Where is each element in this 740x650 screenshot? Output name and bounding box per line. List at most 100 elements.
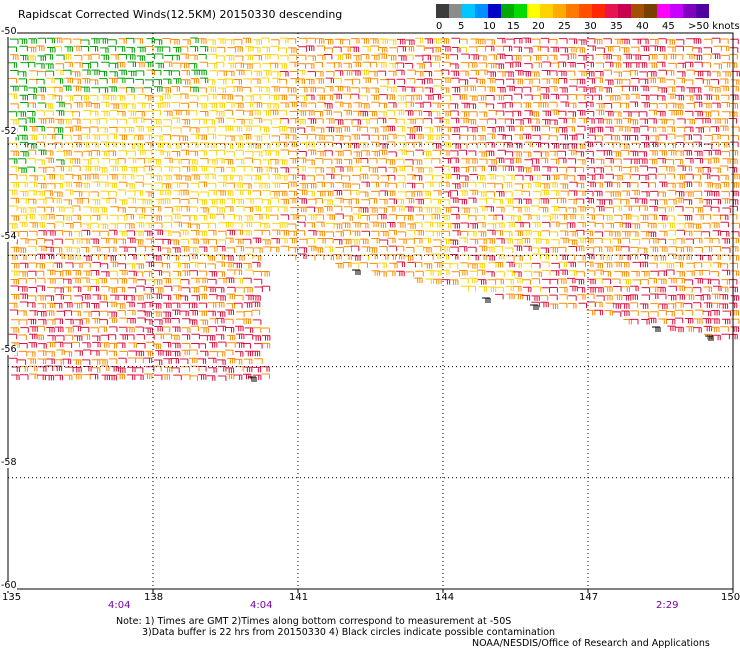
wind-barb xyxy=(207,46,217,53)
wind-barb xyxy=(461,53,470,60)
wind-barb xyxy=(136,213,145,220)
wind-barb xyxy=(442,238,452,245)
wind-barb xyxy=(136,55,146,61)
wind-barb xyxy=(82,110,92,116)
wind-barb xyxy=(459,231,469,237)
wind-barb xyxy=(585,101,594,108)
wind-barb xyxy=(216,261,225,267)
wind-barb xyxy=(542,278,551,285)
wind-barb xyxy=(116,373,126,380)
wind-barb xyxy=(63,230,73,237)
wind-barb xyxy=(72,118,81,124)
wind-barb xyxy=(539,295,549,301)
lat-tick: -52 xyxy=(1,126,17,137)
wind-barb xyxy=(298,46,307,52)
wind-barb xyxy=(641,191,650,197)
wind-barb xyxy=(269,109,279,116)
wind-barb xyxy=(460,111,470,117)
wind-barb xyxy=(190,238,199,244)
wind-barb xyxy=(497,37,506,44)
wind-barb xyxy=(667,189,677,196)
wind-barb xyxy=(459,38,468,45)
wind-barb xyxy=(532,182,541,188)
wind-barb xyxy=(539,206,549,213)
wind-barb xyxy=(128,70,137,77)
wind-barb xyxy=(467,103,477,109)
wind-barb xyxy=(694,118,704,124)
wind-barb xyxy=(243,221,253,228)
wind-barb xyxy=(513,46,522,52)
wind-barb xyxy=(695,167,704,173)
wind-barb xyxy=(477,182,487,188)
wind-barb xyxy=(99,78,108,84)
wind-barb xyxy=(163,174,172,181)
wind-barb xyxy=(478,111,488,117)
wind-barb xyxy=(216,302,225,308)
wind-barb xyxy=(693,94,702,100)
wind-barb xyxy=(217,87,226,93)
wind-barb xyxy=(316,181,325,188)
wind-barb xyxy=(424,38,433,44)
wind-barb xyxy=(90,207,99,213)
wind-barb xyxy=(162,317,171,324)
wind-barb xyxy=(683,230,693,237)
wind-barb xyxy=(161,102,170,108)
wind-barb xyxy=(343,238,352,245)
wind-barb xyxy=(224,78,233,84)
wind-barb xyxy=(163,119,173,125)
wind-barb xyxy=(513,262,522,269)
wind-barb xyxy=(91,165,101,172)
wind-barb xyxy=(252,62,261,69)
wind-barb xyxy=(605,158,614,164)
wind-barb xyxy=(10,85,19,92)
wind-barb xyxy=(74,198,83,204)
wind-barb xyxy=(144,350,154,357)
wind-barb xyxy=(587,221,596,228)
wind-barb xyxy=(92,341,101,348)
wind-barb xyxy=(108,374,117,381)
wind-barb xyxy=(694,270,703,276)
wind-barb xyxy=(315,78,325,84)
wind-barb xyxy=(306,78,315,85)
wind-barb xyxy=(134,87,144,93)
wind-barb xyxy=(594,86,603,92)
wind-barb xyxy=(35,334,44,341)
wind-barb xyxy=(692,174,702,180)
wind-barb xyxy=(107,150,117,156)
wind-barb xyxy=(568,47,577,53)
wind-barb xyxy=(657,158,666,164)
legend-swatch xyxy=(527,4,540,18)
lon-tick: 150 xyxy=(721,592,740,603)
wind-barb xyxy=(405,271,415,277)
wind-barb xyxy=(422,190,431,197)
wind-barb xyxy=(342,189,352,196)
wind-barb xyxy=(215,213,225,220)
contaminated-wind-barb xyxy=(530,304,539,310)
wind-barb xyxy=(576,47,586,53)
wind-barb xyxy=(515,166,524,172)
wind-barb xyxy=(253,135,263,141)
wind-barb xyxy=(532,134,541,141)
wind-barb xyxy=(172,46,182,53)
wind-barb xyxy=(558,157,567,164)
wind-barb xyxy=(603,87,612,93)
wind-barb xyxy=(155,333,164,340)
wind-barb xyxy=(659,215,668,221)
wind-barb xyxy=(153,270,163,276)
wind-barb xyxy=(117,263,127,269)
wind-barb xyxy=(657,222,666,229)
wind-barb xyxy=(351,38,360,44)
wind-barb xyxy=(254,214,263,220)
wind-barb xyxy=(288,54,298,61)
wind-barb xyxy=(108,350,118,357)
wind-barb xyxy=(17,247,27,253)
wind-barb xyxy=(595,71,604,77)
wind-barb xyxy=(622,295,632,301)
wind-barb xyxy=(90,126,99,132)
wind-barb xyxy=(702,222,711,229)
wind-barb xyxy=(64,111,74,117)
wind-barb xyxy=(181,166,191,172)
legend-swatch xyxy=(592,4,605,18)
wind-barb xyxy=(468,246,477,253)
wind-barb xyxy=(514,230,524,236)
